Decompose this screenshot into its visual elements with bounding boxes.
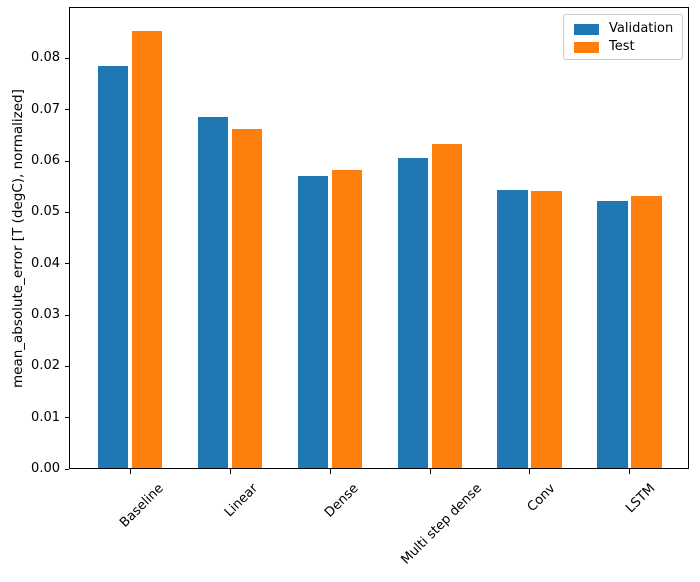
y-tick-mark	[65, 263, 69, 265]
bar-test-lstm	[631, 195, 662, 469]
bar-validation-dense	[297, 175, 329, 469]
validation-swatch-icon	[574, 23, 599, 35]
x-tick-mark	[429, 469, 431, 474]
y-tick-mark	[65, 417, 69, 419]
y-tick-mark	[65, 211, 69, 213]
legend: Validation Test	[563, 14, 683, 60]
bar-test-multi-step-dense	[431, 143, 462, 469]
y-tick-label: 0.08	[31, 50, 60, 66]
legend-label-test: Test	[609, 39, 635, 54]
legend-item-validation: Validation	[574, 20, 674, 38]
x-tick-label-lstm: LSTM	[623, 481, 659, 517]
y-tick-mark	[65, 160, 69, 162]
y-tick-label: 0.04	[31, 255, 60, 271]
y-tick-mark	[65, 468, 69, 470]
test-swatch-icon	[574, 41, 599, 53]
legend-item-test: Test	[574, 38, 672, 56]
bar-test-conv	[531, 190, 562, 469]
y-tick-label: 0.07	[31, 101, 60, 117]
y-tick-label: 0.02	[31, 358, 60, 374]
y-tick-label: 0.01	[31, 409, 60, 425]
x-tick-mark	[129, 469, 131, 474]
x-tick-label-dense: Dense	[321, 481, 362, 521]
bar-validation-baseline	[97, 66, 129, 469]
x-tick-label-linear: Linear	[222, 481, 262, 521]
x-tick-mark	[629, 469, 631, 474]
legend-label-validation: Validation	[609, 21, 674, 36]
x-tick-mark	[329, 469, 331, 474]
x-tick-label-baseline: Baseline	[116, 481, 167, 531]
y-tick-label: 0.06	[31, 153, 60, 168]
bar-test-linear	[231, 129, 263, 469]
y-tick-mark	[65, 109, 69, 111]
y-tick-mark	[65, 365, 69, 367]
x-tick-mark	[229, 469, 231, 474]
y-axis-label: mean_absolute_error [T (degC), normalize…	[10, 88, 26, 388]
x-tick-mark	[529, 469, 531, 474]
bar-validation-lstm	[597, 200, 628, 469]
x-tick-label-multi-step-dense: Multi step dense	[398, 481, 485, 568]
y-tick-label: 0.05	[31, 204, 60, 220]
bar-validation-multi-step-dense	[397, 157, 428, 469]
bar-test-baseline	[131, 31, 163, 469]
bar-validation-conv	[497, 189, 528, 469]
y-tick-mark	[65, 57, 69, 59]
x-tick-label-conv: Conv	[524, 481, 559, 515]
bar-test-dense	[331, 170, 363, 469]
y-tick-label: 0.00	[31, 461, 60, 476]
bar-validation-linear	[197, 116, 229, 469]
y-tick-mark	[65, 314, 69, 316]
y-tick-label: 0.03	[31, 307, 60, 322]
